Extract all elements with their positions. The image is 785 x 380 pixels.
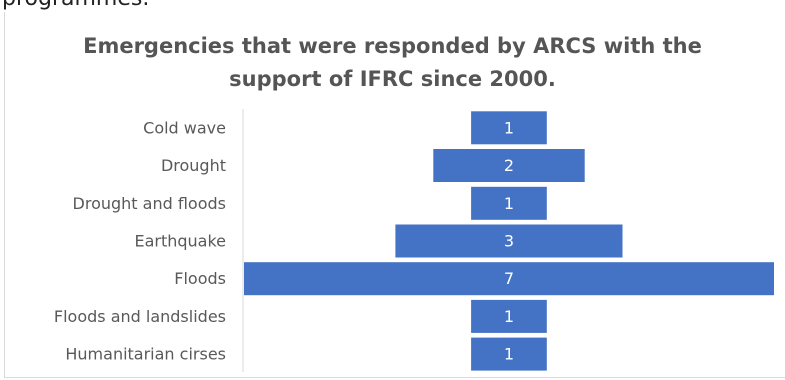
category-label: Floods [174,269,226,288]
bar-floods-and-landslides [471,299,547,333]
category-label: Cold wave [143,118,226,137]
bar-humanitarian-cirses [471,337,547,371]
data-label: 7 [504,269,514,288]
data-label: 1 [504,307,514,326]
category-label: Floods and landslides [54,307,226,326]
bar-floods [244,262,774,296]
category-label: Drought and floods [73,194,226,213]
bar-drought [433,149,585,182]
category-label: Drought [161,156,226,175]
chart-frame [4,12,785,378]
chart-title-line-2: support of IFRC since 2000. [229,67,556,91]
data-label: 1 [504,194,514,213]
bar-cold-wave [471,111,547,145]
category-label: Humanitarian cirses [65,345,226,364]
data-label: 2 [504,156,514,175]
category-label: Earthquake [134,231,226,250]
data-label: 3 [504,231,514,250]
bar-earthquake [395,224,623,258]
chart-title-line-1: Emergencies that were responded by ARCS … [83,34,702,58]
preceding-text-fragment: programmes. [2,0,149,12]
data-label: 1 [504,345,514,364]
bar-drought-and-floods [471,186,547,220]
data-label: 1 [504,118,514,137]
